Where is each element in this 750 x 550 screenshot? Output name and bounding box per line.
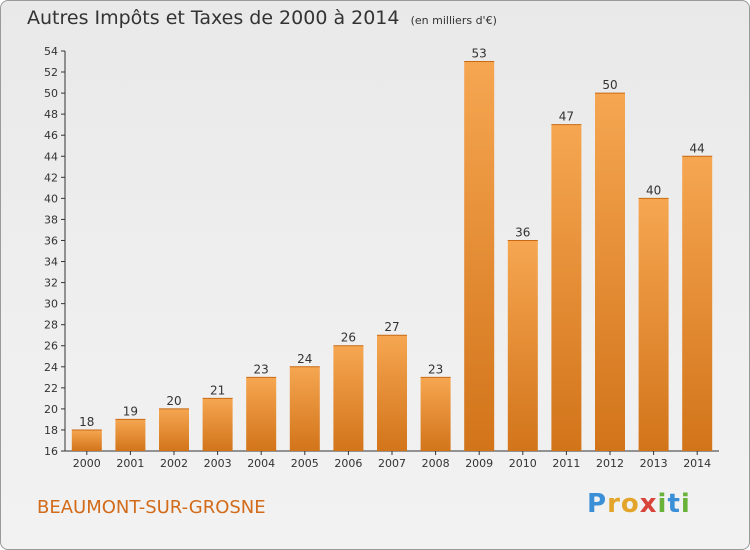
y-tick-label: 34 <box>44 256 58 269</box>
logo-letter: i <box>657 489 668 519</box>
bar <box>246 377 277 451</box>
y-tick-label: 16 <box>44 445 58 458</box>
bar <box>159 408 189 451</box>
data-label: 53 <box>472 47 487 61</box>
y-tick-label: 20 <box>44 403 58 416</box>
x-tick-label: 2006 <box>334 457 362 470</box>
data-label: 21 <box>210 383 225 397</box>
y-tick-label: 26 <box>44 340 58 353</box>
bar <box>638 198 669 451</box>
bar <box>71 429 102 451</box>
y-tick-label: 50 <box>44 87 58 100</box>
bar <box>507 240 538 451</box>
value-labels-group: 18 19 20 21 23 24 26 27 23 53 36 47 50 40 44 <box>79 47 705 429</box>
bar <box>464 61 495 452</box>
data-label: 19 <box>123 404 138 418</box>
bar <box>551 124 582 452</box>
data-label: 27 <box>384 320 399 334</box>
logo-letter: i <box>680 489 691 519</box>
y-tick-label: 24 <box>44 361 58 374</box>
bar <box>595 93 625 452</box>
x-tick-label: 2005 <box>291 457 319 470</box>
bar <box>420 377 451 451</box>
data-label: 47 <box>559 110 574 124</box>
data-label: 50 <box>602 78 617 92</box>
data-label: 23 <box>254 362 269 376</box>
x-tick-label: 2000 <box>73 457 101 470</box>
data-label: 36 <box>515 225 530 239</box>
bar <box>115 419 146 451</box>
x-tick-label: 2011 <box>552 457 580 470</box>
x-tick-label: 2012 <box>596 457 624 470</box>
proxiti-logo: Proxiti <box>587 489 691 519</box>
y-tick-label: 48 <box>44 108 58 121</box>
data-label: 26 <box>341 331 356 345</box>
logo-letter: P <box>587 489 608 519</box>
y-tick-label: 46 <box>44 129 58 142</box>
y-tick-label: 32 <box>44 277 58 290</box>
data-label: 23 <box>428 362 443 376</box>
x-tick-label: 2007 <box>378 457 406 470</box>
bar <box>377 335 407 451</box>
logo-letter: x <box>639 489 658 519</box>
y-tick-label: 22 <box>44 382 58 395</box>
y-tick-label: 54 <box>44 45 58 58</box>
y-tick-label: 30 <box>44 298 58 311</box>
x-tick-label: 2001 <box>116 457 144 470</box>
x-tick-label: 2014 <box>683 457 711 470</box>
bar <box>289 366 320 451</box>
commune-name: BEAUMONT-SUR-GROSNE <box>37 497 266 518</box>
data-label: 18 <box>79 415 94 429</box>
x-tick-label: 2010 <box>509 457 537 470</box>
x-tick-label: 2003 <box>204 457 232 470</box>
title-row: Autres Impôts et Taxes de 2000 à 2014 (e… <box>27 7 497 29</box>
data-label: 20 <box>166 394 181 408</box>
y-tick-label: 52 <box>44 66 58 79</box>
chart-subtitle: (en milliers d'€) <box>410 14 497 27</box>
y-tick-label: 42 <box>44 171 58 184</box>
bar <box>333 345 364 451</box>
data-label: 44 <box>690 141 705 155</box>
chart-title: Autres Impôts et Taxes de 2000 à 2014 <box>27 7 400 29</box>
y-tick-label: 40 <box>44 192 58 205</box>
logo-letter: r <box>607 489 621 519</box>
y-tick-label: 38 <box>44 213 58 226</box>
x-tick-label: 2009 <box>465 457 493 470</box>
logo-letter: t <box>667 489 681 519</box>
bar <box>202 398 233 451</box>
x-tick-label: 2013 <box>640 457 668 470</box>
bar <box>682 156 713 451</box>
logo-letter: o <box>620 489 640 519</box>
data-label: 40 <box>646 183 661 197</box>
data-label: 24 <box>297 352 312 366</box>
y-tick-label: 36 <box>44 234 58 247</box>
y-tick-label: 18 <box>44 424 58 437</box>
x-tick-label: 2004 <box>247 457 275 470</box>
bars-group <box>71 61 713 452</box>
y-tick-label: 28 <box>44 319 58 332</box>
x-tick-label: 2008 <box>422 457 450 470</box>
y-tick-label: 44 <box>44 150 58 163</box>
x-tick-label: 2002 <box>160 457 188 470</box>
